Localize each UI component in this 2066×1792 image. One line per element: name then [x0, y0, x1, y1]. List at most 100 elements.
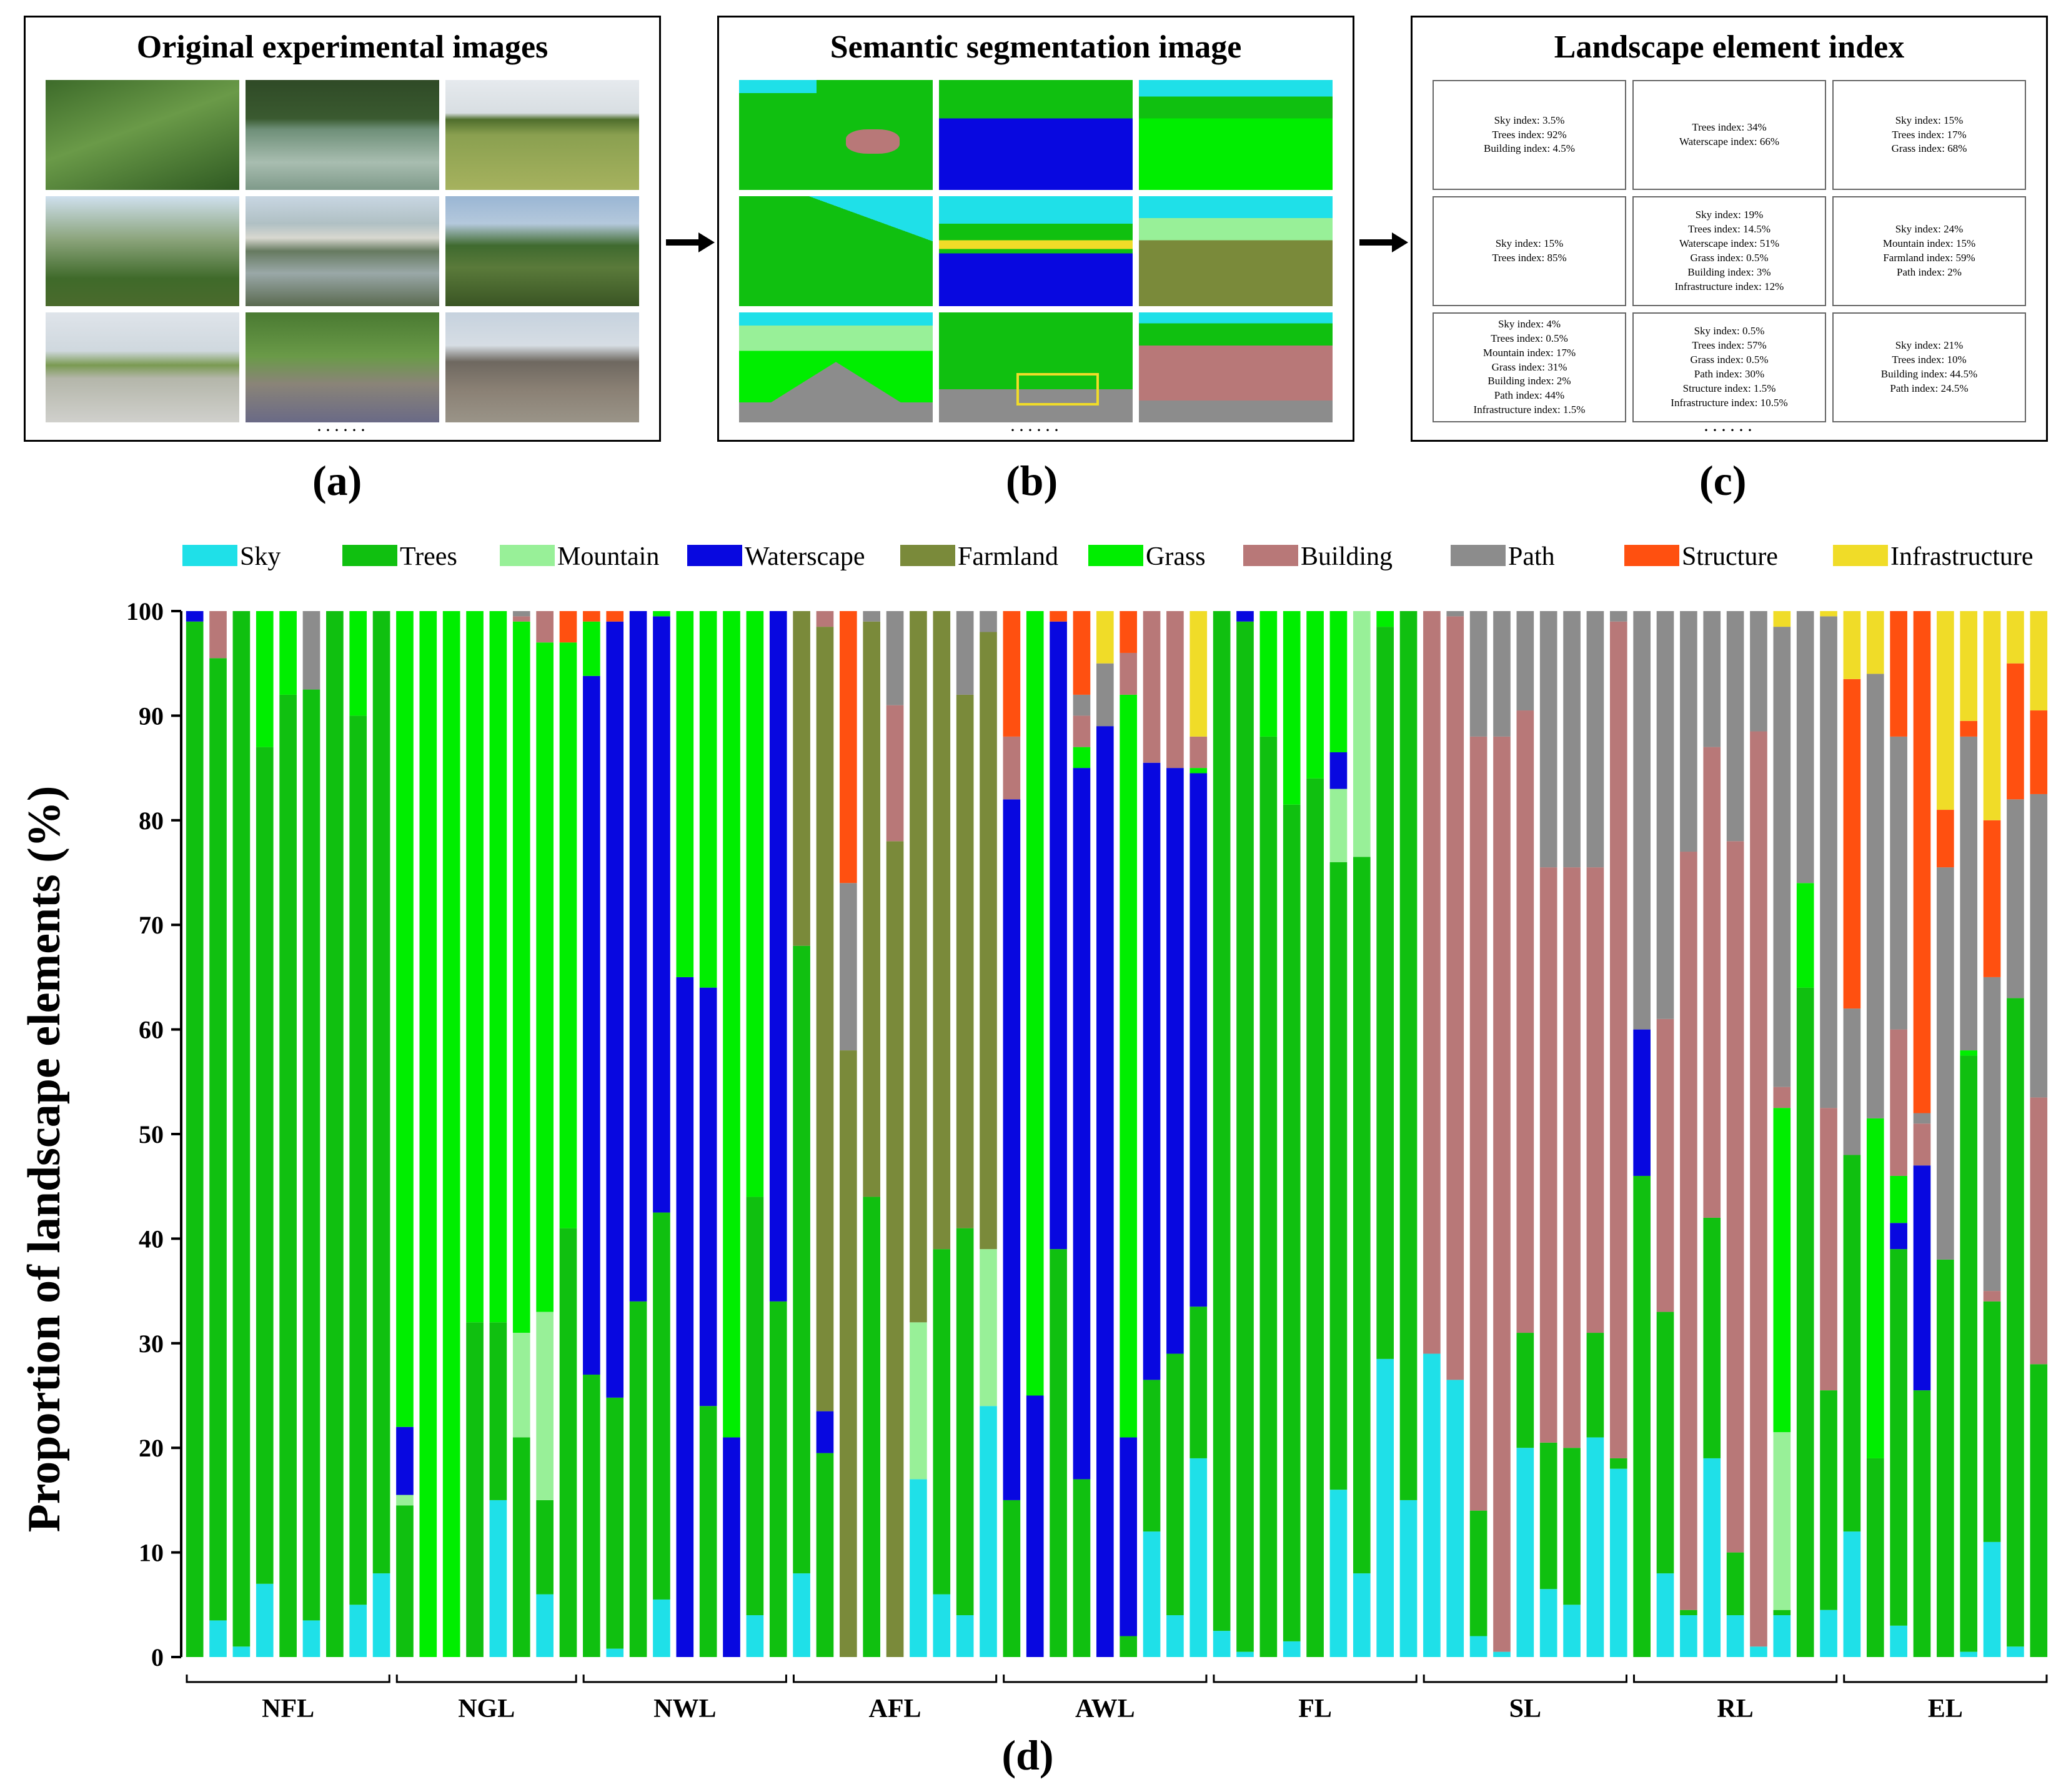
bar-segment-sky — [256, 1583, 274, 1657]
bar-segment-trees — [816, 1453, 834, 1657]
bar-segment-trees — [1516, 1333, 1534, 1448]
bar-segment-trees — [1259, 736, 1278, 1657]
bar-segment-path — [840, 883, 857, 1051]
index-line: Sky index: 15% — [1895, 114, 1964, 126]
bar-segment-trees — [1983, 1301, 2001, 1542]
index-line: Trees index: 34% — [1692, 121, 1767, 134]
bar-segment-trees — [209, 658, 227, 1621]
bar-segment-path — [1096, 663, 1114, 727]
index-line: Grass index: 0.5% — [1690, 252, 1769, 264]
bar-segment-trees — [1890, 1249, 1907, 1626]
bar-segment-building — [1516, 710, 1534, 1333]
bar-segment-trees — [1633, 1175, 1651, 1657]
bar-segment-sky — [1329, 1490, 1348, 1657]
bar-segment-sky — [536, 1594, 554, 1657]
bar-segment-path — [1983, 977, 2001, 1292]
index-line: Sky index: 15% — [1495, 237, 1564, 250]
legend-swatch-grass — [1088, 545, 1143, 566]
bar-segment-trees — [1703, 1217, 1721, 1458]
legend-label-farmland: Farmland — [958, 542, 1058, 571]
bar-segment-building — [2030, 1097, 2048, 1365]
bar-segment-building — [1656, 1018, 1674, 1312]
bar-segment-infrastructure — [1937, 611, 1954, 810]
bar-segment-trees — [1329, 862, 1348, 1490]
bar-segment-grass — [583, 621, 600, 676]
bar-segment-sky — [910, 1479, 927, 1657]
bar-segment-trees — [583, 1375, 600, 1657]
bar-segment-trees — [1843, 1155, 1861, 1532]
bar-segment-path — [1446, 611, 1464, 617]
bar-segment-trees — [2007, 998, 2024, 1647]
bar-segment-trees — [699, 1406, 717, 1657]
bar-segment-sky — [1469, 1636, 1487, 1657]
y-tick-label: 70 — [139, 911, 164, 939]
group-bracket — [1423, 1675, 1627, 1683]
photo-road — [46, 312, 239, 422]
bar-segment-building — [1750, 731, 1767, 1647]
bar-segment-sky — [1656, 1573, 1674, 1657]
bar-segment-sky — [1983, 1541, 2001, 1657]
index-line: Grass index: 0.5% — [1690, 354, 1769, 366]
bar-segment-waterscape — [1120, 1437, 1138, 1636]
bar-segment-sky — [1399, 1500, 1418, 1657]
bar-segment-grass — [1866, 1118, 1884, 1458]
bar-segment-waterscape — [699, 987, 717, 1406]
bar-segment-sky — [1843, 1531, 1861, 1657]
y-tick-label: 20 — [139, 1434, 164, 1462]
stacked-bar-chart: Sky Trees Mountain Waterscape Farmland Grass B… — [19, 542, 2048, 1779]
bar-segment-path — [1726, 611, 1744, 842]
bar-segment-grass — [1306, 611, 1324, 779]
bar-segment-trees — [1399, 611, 1418, 1500]
index-line: Grass index: 31% — [1491, 361, 1567, 373]
bar-segment-trees — [1773, 1610, 1791, 1616]
y-tick-label: 40 — [139, 1225, 164, 1253]
bar-segment-trees — [863, 1197, 881, 1657]
legend-label-structure: Structure — [1682, 542, 1778, 571]
bar-segment-trees — [1937, 1259, 1954, 1657]
bar-segment-path — [2030, 794, 2048, 1098]
bar-segment-trees — [1073, 1479, 1091, 1657]
bar-segment-path — [1750, 611, 1767, 732]
bar-segment-sky — [1376, 1358, 1394, 1657]
photo-eucalyptus — [46, 196, 239, 306]
bar-segment-path — [863, 611, 881, 622]
bar-segment-structure — [606, 611, 624, 622]
bar-segment-path — [1890, 736, 1907, 1030]
index-line: Trees index: 57% — [1692, 339, 1767, 352]
index-line: Trees index: 92% — [1492, 128, 1567, 141]
bar-segment-trees — [186, 621, 204, 1657]
label-b: (b) — [1006, 457, 1058, 504]
bar-segment-trees — [1166, 1353, 1184, 1616]
photo-forest — [46, 80, 239, 190]
bar-segment-path — [1656, 611, 1674, 1019]
seg-road — [739, 312, 933, 422]
bar-segment-sky — [1236, 1651, 1254, 1657]
bar-segment-waterscape — [676, 977, 694, 1657]
legend: Sky Trees Mountain Waterscape Farmland Grass B… — [182, 542, 2034, 571]
index-line: Path index: 24.5% — [1890, 382, 1969, 394]
photo-bridge-pond — [246, 196, 439, 306]
seg-lake — [939, 80, 1133, 190]
index-line: Infrastructure index: 10.5% — [1671, 396, 1788, 409]
index-line: Sky index: 0.5% — [1694, 325, 1765, 337]
bar-segment-trees — [1376, 627, 1394, 1359]
panel-b-title: Semantic segmentation image — [830, 29, 1242, 65]
photo-lake — [246, 80, 439, 190]
index-line: Trees index: 10% — [1892, 354, 1967, 366]
bar-segment-building — [1446, 616, 1464, 1380]
bar-segment-sky — [1189, 1458, 1208, 1657]
bar-segment-trees — [396, 1505, 414, 1657]
bar-segment-trees — [349, 715, 367, 1605]
segmentation-grid — [739, 80, 1333, 422]
bar-segment-trees — [1609, 1458, 1627, 1469]
bar-segment-sky — [1750, 1646, 1767, 1657]
bar-segment-trees — [302, 689, 320, 1621]
group-label-ngl: NGL — [458, 1695, 515, 1723]
bar-segment-sky — [606, 1648, 624, 1657]
bar-segment-farmland — [980, 632, 997, 1250]
bar-segment-farmland — [840, 1050, 857, 1657]
bar-segment-path — [1773, 627, 1791, 1087]
bar-segment-grass — [559, 642, 577, 1228]
group-label-sl: SL — [1509, 1695, 1541, 1723]
bar-segment-sky — [793, 1573, 810, 1657]
